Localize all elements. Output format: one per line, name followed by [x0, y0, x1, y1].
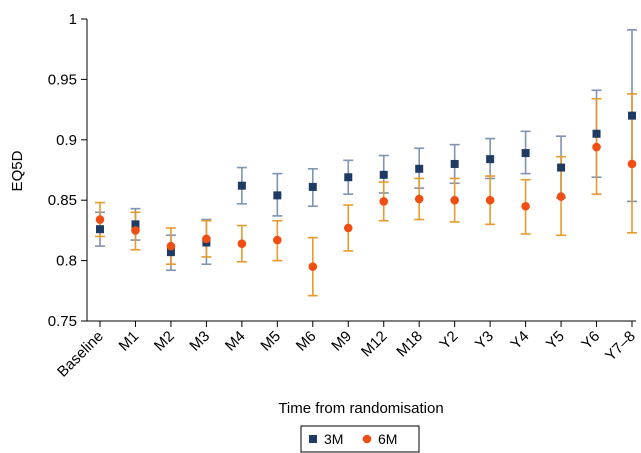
x-tick-label: Y5 — [543, 328, 568, 353]
y-tick-label: 0.95 — [48, 71, 77, 88]
data-point — [592, 142, 601, 152]
x-tick-label: Y3 — [472, 328, 497, 353]
x-tick-label: Y4 — [507, 328, 532, 353]
y-tick-label: 0.85 — [48, 192, 77, 209]
data-point — [131, 220, 140, 229]
data-point — [379, 170, 388, 179]
series-layer — [95, 29, 637, 297]
legend-label: 6M — [378, 431, 397, 447]
x-tick-label: M3 — [186, 328, 213, 355]
data-point — [237, 181, 246, 190]
y-tick-label: 1 — [69, 11, 77, 28]
series-3M-points — [96, 111, 636, 257]
y-tick-label: 0.9 — [56, 132, 77, 149]
legend-marker-circle — [362, 434, 372, 444]
axes — [86, 19, 636, 322]
data-point — [414, 194, 424, 204]
data-point — [521, 201, 530, 211]
data-point — [96, 225, 104, 234]
data-point — [273, 191, 282, 200]
x-tick-label: M9 — [328, 328, 355, 355]
data-point — [628, 111, 636, 120]
data-point — [237, 239, 247, 248]
data-point — [415, 164, 424, 173]
series-6M — [95, 93, 637, 297]
data-point — [521, 149, 530, 158]
legend: 3M 6M — [300, 425, 420, 453]
data-point — [308, 262, 318, 271]
x-axis-label: Time from randomisation — [278, 400, 443, 417]
data-point — [450, 159, 459, 168]
legend-box — [300, 425, 420, 453]
y-tick-label: 0.8 — [56, 253, 77, 270]
data-point — [202, 234, 211, 244]
data-point — [486, 155, 495, 164]
data-point — [556, 192, 566, 201]
data-point — [450, 195, 459, 205]
data-point — [557, 163, 566, 172]
data-point — [379, 197, 389, 206]
legend-label: 3M — [324, 431, 343, 447]
data-point — [308, 182, 317, 191]
x-axis-ticks: Baseline M1 M2 M3 M4 M5 M6 M9 M12 M18 Y2 Y3 Y4 Y5 Y6Y7… — [54, 321, 639, 381]
x-tick-label: Baseline — [54, 328, 107, 381]
x-tick-label: Y6 — [578, 328, 603, 353]
data-point — [485, 195, 495, 205]
x-tick-label: M2 — [151, 328, 178, 355]
x-tick-label: M6 — [293, 328, 320, 355]
y-tick-label: 0.75 — [48, 313, 77, 330]
data-point — [95, 215, 105, 224]
x-tick-label: M18 — [393, 328, 426, 361]
x-tick-label: M4 — [222, 328, 249, 355]
data-point — [273, 235, 282, 245]
data-point — [344, 173, 353, 182]
series-3M — [95, 29, 637, 272]
x-tick-label: M1 — [116, 328, 143, 355]
data-point — [166, 241, 176, 251]
data-point — [166, 248, 175, 257]
series-6M-points — [95, 142, 637, 271]
data-point — [131, 226, 140, 235]
x-tick-label: Y2 — [436, 328, 461, 353]
x-tick-label: Y7–8 — [602, 328, 639, 365]
data-point — [343, 223, 353, 233]
data-point — [627, 159, 637, 169]
x-tick-label: M5 — [257, 328, 284, 355]
y-axis-ticks: 0.75 0.8 0.85 0.9 0.95 1 — [48, 11, 87, 330]
x-tick-label: M12 — [358, 328, 391, 361]
y-axis-label: EQ5D — [9, 150, 26, 191]
legend-marker-square — [309, 435, 317, 443]
data-point — [592, 129, 601, 138]
